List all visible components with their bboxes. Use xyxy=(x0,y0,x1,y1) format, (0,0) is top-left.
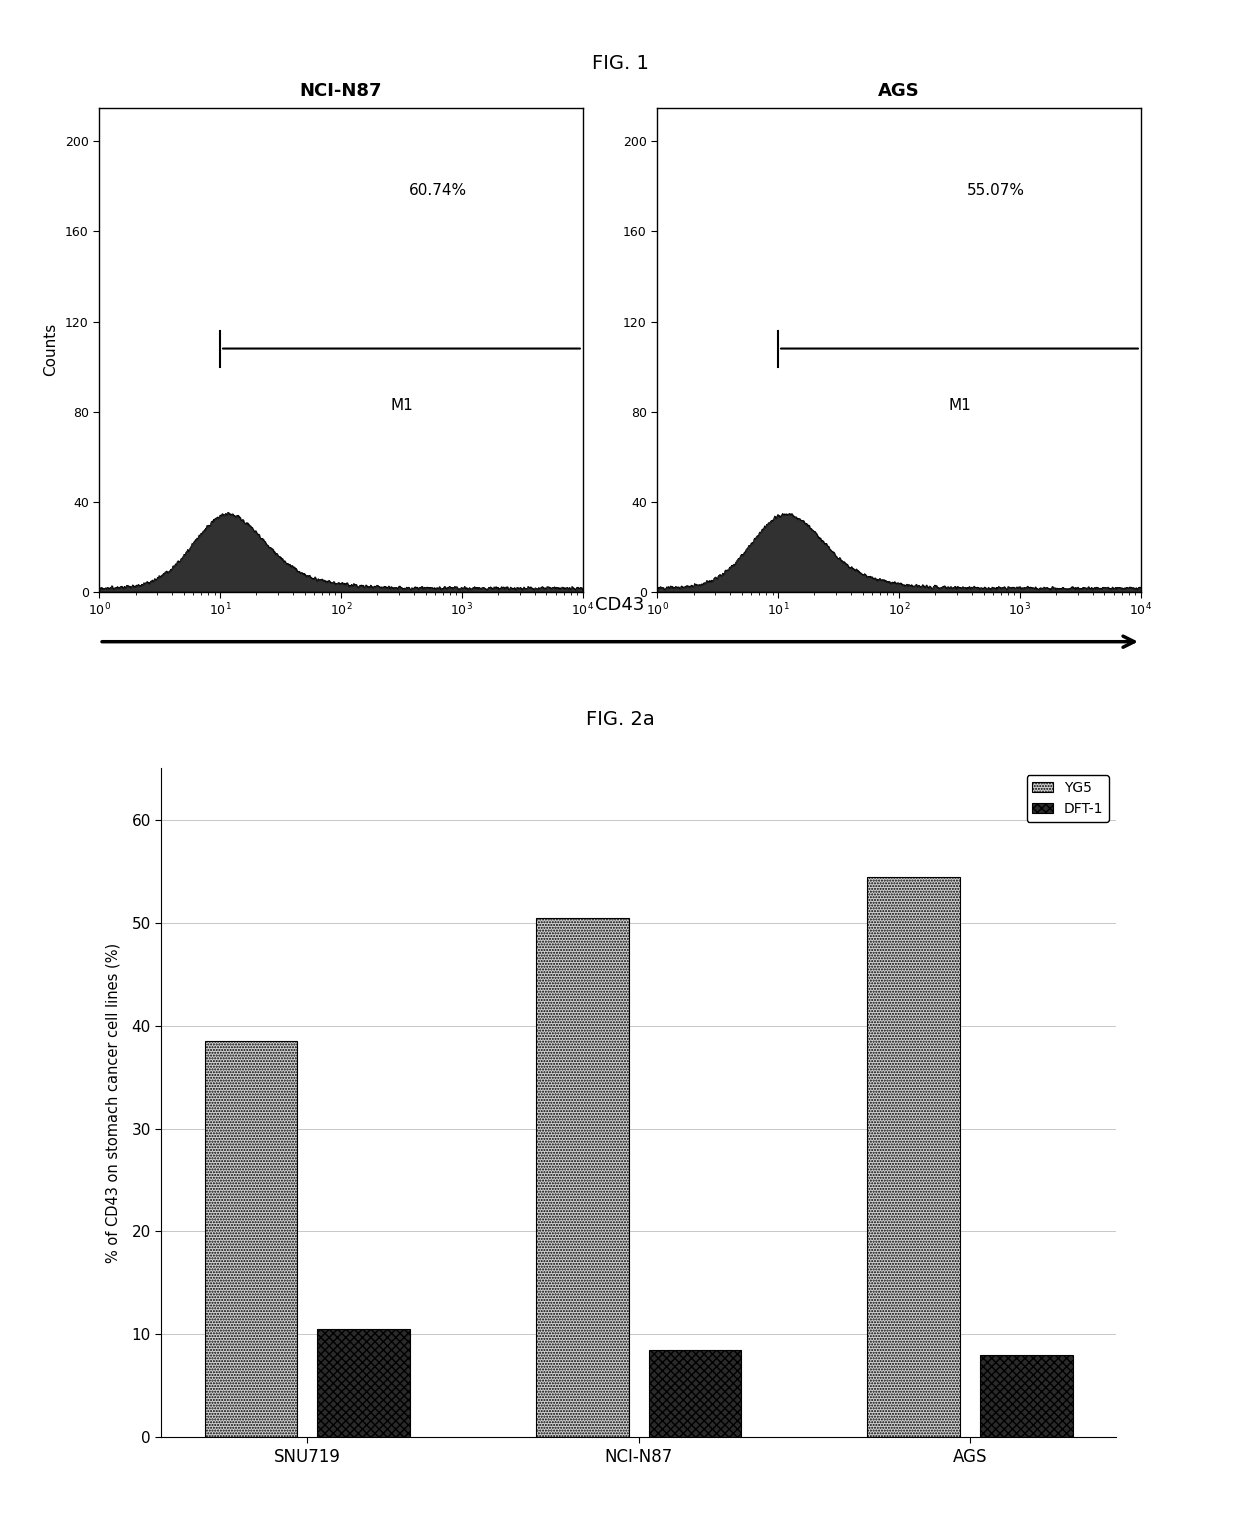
Text: M1: M1 xyxy=(391,398,413,413)
Y-axis label: % of CD43 on stomach cancer cell lines (%): % of CD43 on stomach cancer cell lines (… xyxy=(105,942,120,1263)
Text: 55.07%: 55.07% xyxy=(967,183,1024,198)
Text: FIG. 2a: FIG. 2a xyxy=(585,710,655,729)
Text: 60.74%: 60.74% xyxy=(409,183,466,198)
Bar xyxy=(536,918,629,1437)
Text: CD43: CD43 xyxy=(595,596,645,613)
Y-axis label: Counts: Counts xyxy=(43,323,58,377)
Bar xyxy=(980,1354,1073,1437)
Bar xyxy=(867,876,960,1437)
Text: M1: M1 xyxy=(949,398,971,413)
Bar xyxy=(649,1349,742,1437)
Title: NCI-N87: NCI-N87 xyxy=(300,83,382,100)
Text: FIG. 1: FIG. 1 xyxy=(591,54,649,72)
Bar xyxy=(317,1330,410,1437)
Title: AGS: AGS xyxy=(878,83,920,100)
Legend: YG5, DFT-1: YG5, DFT-1 xyxy=(1027,776,1109,821)
Bar xyxy=(205,1041,298,1437)
